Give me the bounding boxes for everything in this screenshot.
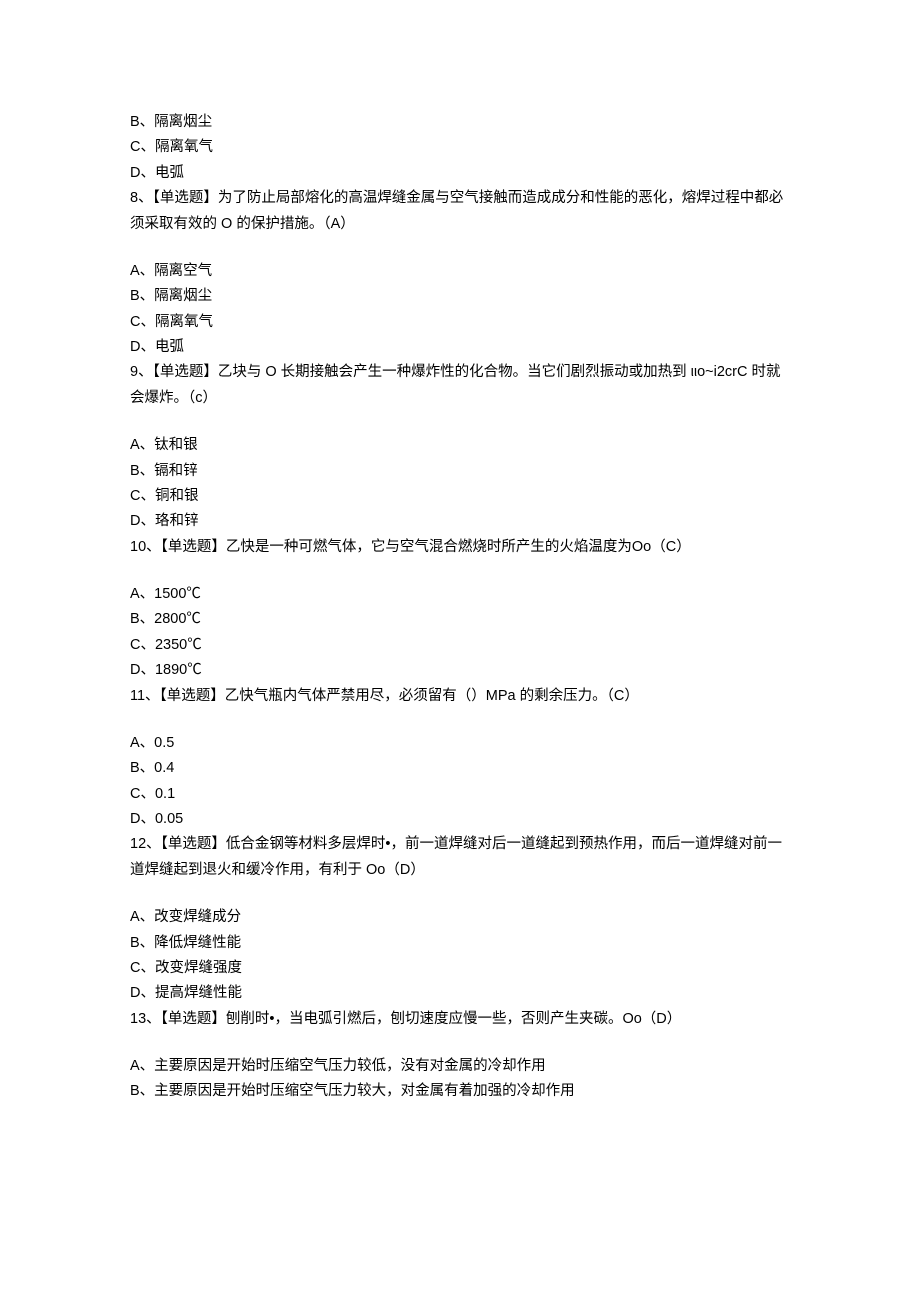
- question-line: 12、【单选题】低合金钢等材料多层焊时•，前一道焊缝对后一道缝起到预热作用，而后…: [130, 832, 790, 883]
- option-line: A、改变焊缝成分: [130, 905, 790, 930]
- blank-line: [130, 883, 790, 905]
- blank-line: [130, 1032, 790, 1054]
- question-line: 10、【单选题】乙快是一种可燃气体，它与空气混合燃烧时所产生的火焰温度为Oo（C…: [130, 535, 790, 560]
- question-line: 11、【单选题】乙快气瓶内气体严禁用尽，必须留有（）MPa 的剩余压力。（C）: [130, 684, 790, 709]
- option-line: D、珞和锌: [130, 509, 790, 534]
- option-line: B、主要原因是开始时压缩空气压力较大，对金属有着加强的冷却作用: [130, 1079, 790, 1104]
- option-line: A、隔离空气: [130, 259, 790, 284]
- blank-line: [130, 237, 790, 259]
- option-line: B、隔离烟尘: [130, 110, 790, 135]
- document-page: B、隔离烟尘 C、隔离氧气 D、电弧 8、【单选题】为了防止局部熔化的高温焊缝金…: [0, 0, 920, 1301]
- option-line: D、电弧: [130, 335, 790, 360]
- option-line: C、隔离氧气: [130, 135, 790, 160]
- option-line: C、2350℃: [130, 633, 790, 658]
- blank-line: [130, 709, 790, 731]
- option-line: B、降低焊缝性能: [130, 931, 790, 956]
- option-line: B、镉和锌: [130, 459, 790, 484]
- option-line: C、铜和银: [130, 484, 790, 509]
- option-line: A、主要原因是开始时压缩空气压力较低，没有对金属的冷却作用: [130, 1054, 790, 1079]
- option-line: B、2800℃: [130, 607, 790, 632]
- option-line: A、0.5: [130, 731, 790, 756]
- option-line: C、改变焊缝强度: [130, 956, 790, 981]
- option-line: D、提高焊缝性能: [130, 981, 790, 1006]
- option-line: D、1890℃: [130, 658, 790, 683]
- option-line: D、0.05: [130, 807, 790, 832]
- option-line: A、1500℃: [130, 582, 790, 607]
- option-line: B、隔离烟尘: [130, 284, 790, 309]
- option-line: C、隔离氧气: [130, 310, 790, 335]
- option-line: B、0.4: [130, 756, 790, 781]
- question-line: 13、【单选题】刨削时•，当电弧引燃后，刨切速度应慢一些，否则产生夹碳。Oo（D…: [130, 1007, 790, 1032]
- option-line: D、电弧: [130, 161, 790, 186]
- question-line: 8、【单选题】为了防止局部熔化的高温焊缝金属与空气接触而造成成分和性能的恶化，熔…: [130, 186, 790, 237]
- option-line: C、0.1: [130, 782, 790, 807]
- question-line: 9、【单选题】乙块与 O 长期接触会产生一种爆炸性的化合物。当它们剧烈振动或加热…: [130, 360, 790, 411]
- option-line: A、钛和银: [130, 433, 790, 458]
- blank-line: [130, 411, 790, 433]
- blank-line: [130, 560, 790, 582]
